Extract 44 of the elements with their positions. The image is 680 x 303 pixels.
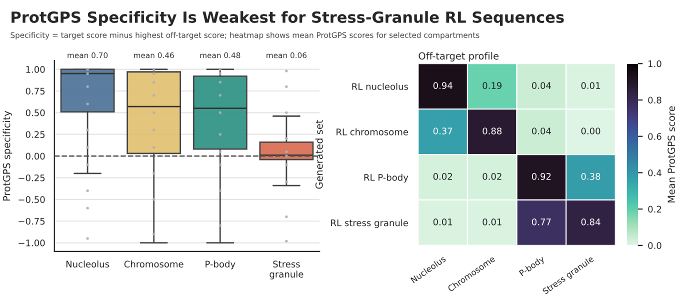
data-label: 0.77 [532, 218, 551, 226]
data-label: 0.92 [532, 173, 551, 180]
y-tick-label: RL nucleolus [352, 82, 408, 90]
data-label: 0.04 [532, 82, 551, 89]
x-tick-label: Chromosome [124, 260, 184, 268]
chart-title: Off-target profile [418, 52, 499, 62]
y-tick-label: −1.00 [18, 240, 45, 246]
y-tick-label: −0.25 [18, 174, 45, 182]
x-tick-label: Nucleolus [66, 260, 110, 268]
y-tick-label: 0.25 [26, 131, 45, 138]
data-label: 0.00 [581, 128, 600, 134]
x-tick-label: P-body [206, 260, 236, 270]
color-bar-label: 0.2 [648, 206, 662, 213]
color-bar-label: 0.4 [648, 169, 662, 176]
data-label: 0.01 [581, 82, 600, 89]
color-bar-label: 0.8 [648, 96, 662, 104]
y-tick-label: −0.75 [18, 218, 45, 225]
y-tick-label: 0.00 [26, 152, 45, 160]
data-label: 0.01 [482, 218, 502, 226]
data-label: 0.02 [482, 173, 502, 180]
data-label: 0.94 [433, 82, 452, 89]
color-bar-title: Mean ProtGPS score [668, 106, 675, 202]
y-tick-label: 1.00 [26, 66, 45, 73]
x-tick-label: Stress granule [270, 260, 304, 280]
data-label: 0.01 [433, 218, 452, 226]
y-tick-label: RL chromosome [336, 128, 408, 136]
color-bar-label: 1.0 [648, 60, 662, 68]
y-axis-title: Generated set [315, 120, 323, 189]
y-tick-label: −0.50 [18, 196, 45, 203]
color-bar-label: 0.6 [648, 133, 662, 140]
data-label: 0.84 [581, 218, 600, 226]
y-tick-label: RL stress granule [331, 219, 408, 228]
data-label: 0.38 [581, 173, 600, 180]
data-label: 0.19 [482, 82, 502, 89]
y-tick-label: 0.75 [26, 88, 45, 95]
data-label: 0.04 [532, 128, 551, 134]
data-label: 0.02 [433, 173, 452, 180]
data-label: 0.88 [482, 128, 502, 134]
y-axis-title: ProtGPS specificity [2, 110, 12, 201]
y-tick-label: RL P-body [364, 174, 408, 183]
y-tick-label: 0.50 [26, 109, 45, 116]
chart-title: ProtGPS Specificity Is Weakest for Stress-Granule RL Sequences [12, 11, 564, 26]
color-bar-label: 0.0 [648, 242, 662, 249]
data-label: 0.37 [433, 128, 452, 134]
